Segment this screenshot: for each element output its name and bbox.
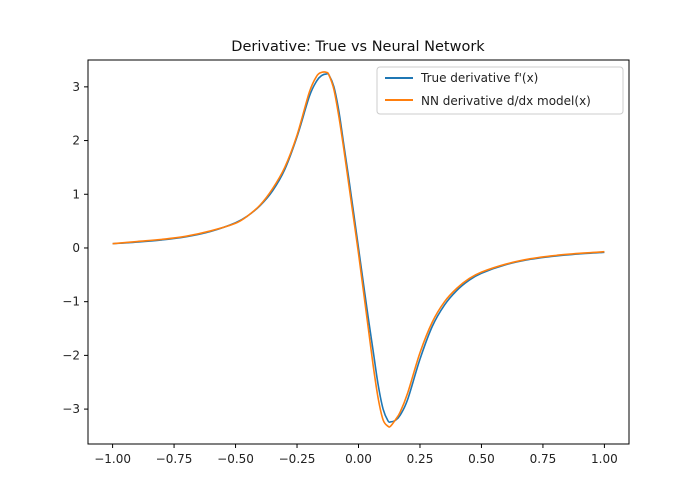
x-axis: −1.00 −0.75 −0.50 −0.25 0.00 0.25 0.50 0.75 1.00: [94, 444, 618, 466]
series-layer: [112, 71, 605, 428]
x-tick-label: −1.00: [94, 452, 131, 466]
y-tick-label: 0: [72, 241, 80, 255]
chart-title: Derivative: True vs Neural Network: [231, 39, 485, 55]
legend-box: [376, 66, 624, 115]
legend-label-true-derivative: True derivative f'(x): [420, 71, 538, 85]
x-tick-label: 0.75: [530, 452, 557, 466]
y-tick-label: 2: [72, 134, 80, 148]
y-tick-label: −3: [62, 402, 80, 416]
x-tick-label: 0.00: [345, 452, 372, 466]
y-tick-label: 1: [72, 187, 80, 201]
y-tick-label: 3: [72, 80, 80, 94]
y-axis: −3 −2 −1 0 1 2 3: [62, 80, 88, 416]
x-tick-label: 1.00: [591, 452, 618, 466]
x-tick-label: −0.75: [156, 452, 193, 466]
legend-label-nn-derivative: NN derivative d/dx model(x): [421, 94, 591, 108]
legend: True derivative f'(x) NN derivative d/dx…: [376, 66, 624, 115]
x-tick-label: −0.25: [279, 452, 316, 466]
series-line-nn-derivative: [112, 71, 605, 428]
y-tick-label: −1: [62, 295, 80, 309]
x-tick-label: −0.50: [217, 452, 254, 466]
x-tick-label: 0.50: [468, 452, 495, 466]
x-tick-label: 0.25: [407, 452, 434, 466]
y-tick-label: −2: [62, 348, 80, 362]
